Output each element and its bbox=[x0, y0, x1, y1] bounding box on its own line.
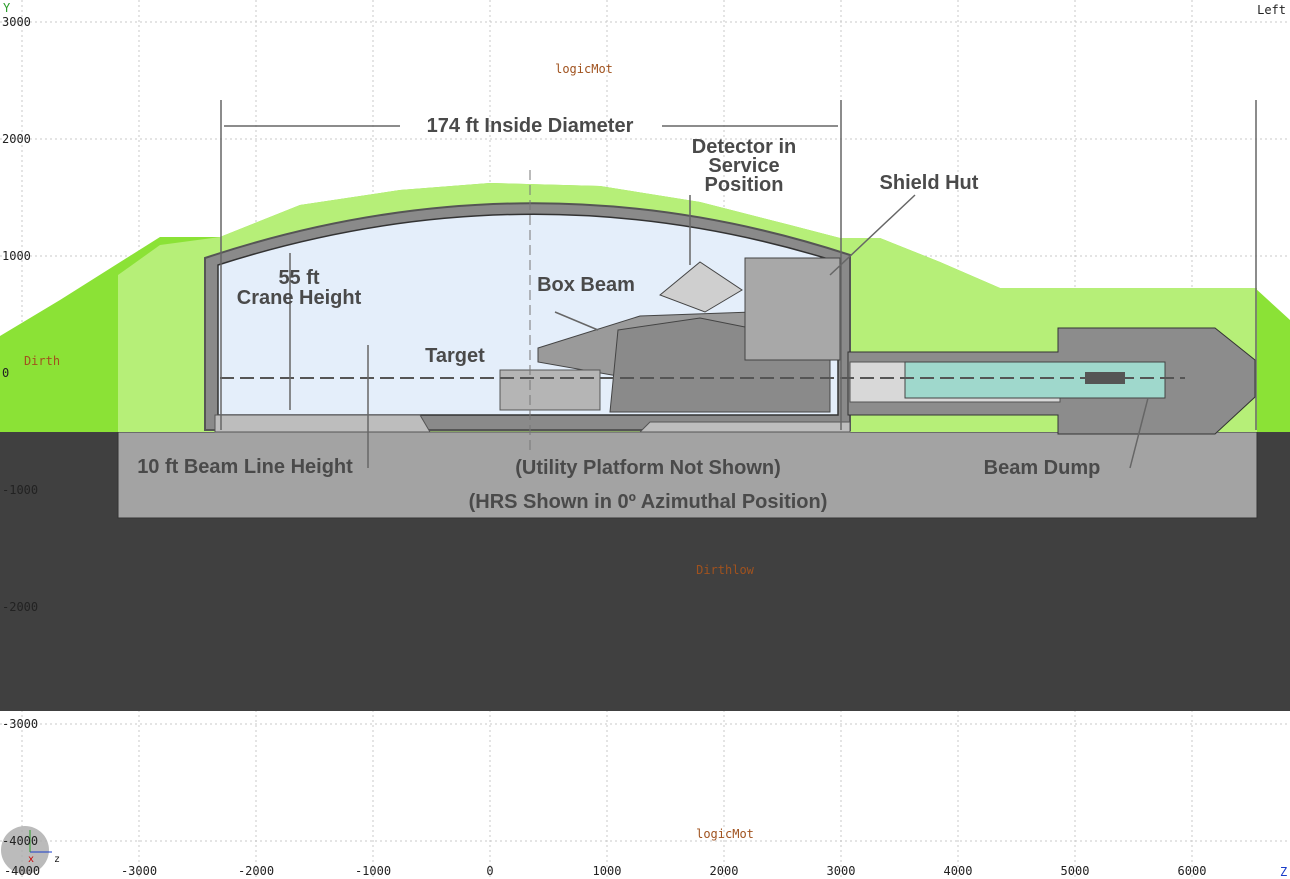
y-tick-label: -2000 bbox=[2, 600, 38, 614]
y-tick-label: 2000 bbox=[2, 132, 31, 146]
annotation: (HRS Shown in 0º Azimuthal Position) bbox=[469, 491, 828, 513]
gizmo-label: x bbox=[28, 854, 34, 865]
axis-label: Z bbox=[1280, 865, 1287, 879]
x-tick-label: -3000 bbox=[121, 864, 157, 878]
dump-core bbox=[904, 361, 1166, 399]
y-tick-label: -4000 bbox=[2, 834, 38, 848]
annotation: Service bbox=[708, 155, 779, 177]
x-tick-label: 0 bbox=[486, 864, 493, 878]
shield-hut bbox=[744, 257, 841, 361]
annotation: Shield Hut bbox=[880, 172, 979, 194]
annotation: Detector in bbox=[692, 136, 796, 158]
y-tick-label: 3000 bbox=[2, 15, 31, 29]
x-tick-label: -4000 bbox=[4, 864, 40, 878]
y-tick-label: -1000 bbox=[2, 483, 38, 497]
volume-label: Dirthlow bbox=[696, 563, 755, 577]
x-tick-label: 1000 bbox=[593, 864, 622, 878]
annotation: Target bbox=[425, 345, 485, 367]
target-stand bbox=[499, 369, 601, 411]
annotation: (Utility Platform Not Shown) bbox=[515, 457, 781, 479]
x-tick-label: 5000 bbox=[1061, 864, 1090, 878]
y-tick-label: 0 bbox=[2, 366, 9, 380]
annotation: Beam Dump bbox=[984, 457, 1101, 479]
leader bbox=[1129, 397, 1149, 469]
annotation: 55 ft bbox=[278, 267, 319, 289]
annotation: 10 ft Beam Line Height bbox=[137, 456, 353, 478]
volume-label: logicMot bbox=[555, 62, 613, 76]
x-tick-label: -1000 bbox=[355, 864, 391, 878]
leader bbox=[554, 311, 599, 331]
annotation: Position bbox=[705, 174, 784, 196]
axis-label: Y bbox=[3, 1, 11, 15]
x-tick-label: -2000 bbox=[238, 864, 274, 878]
annotation: Box Beam bbox=[537, 274, 635, 296]
view-name: Left bbox=[1257, 3, 1286, 17]
volume-label: logicMot bbox=[696, 827, 754, 841]
x-tick-label: 2000 bbox=[710, 864, 739, 878]
volume-label: Dirth bbox=[24, 354, 60, 368]
y-tick-label: -3000 bbox=[2, 717, 38, 731]
annotation: 174 ft Inside Diameter bbox=[427, 115, 634, 137]
x-tick-label: 3000 bbox=[827, 864, 856, 878]
x-tick-label: 4000 bbox=[944, 864, 973, 878]
detector bbox=[659, 261, 743, 313]
floor bbox=[214, 414, 851, 433]
gizmo-label: z bbox=[54, 854, 60, 865]
x-tick-label: 6000 bbox=[1178, 864, 1207, 878]
annotation: Crane Height bbox=[237, 287, 362, 309]
leader bbox=[829, 194, 916, 276]
orientation-gizmo bbox=[1, 826, 49, 874]
y-tick-label: 1000 bbox=[2, 249, 31, 263]
concrete-slab bbox=[117, 431, 1258, 519]
